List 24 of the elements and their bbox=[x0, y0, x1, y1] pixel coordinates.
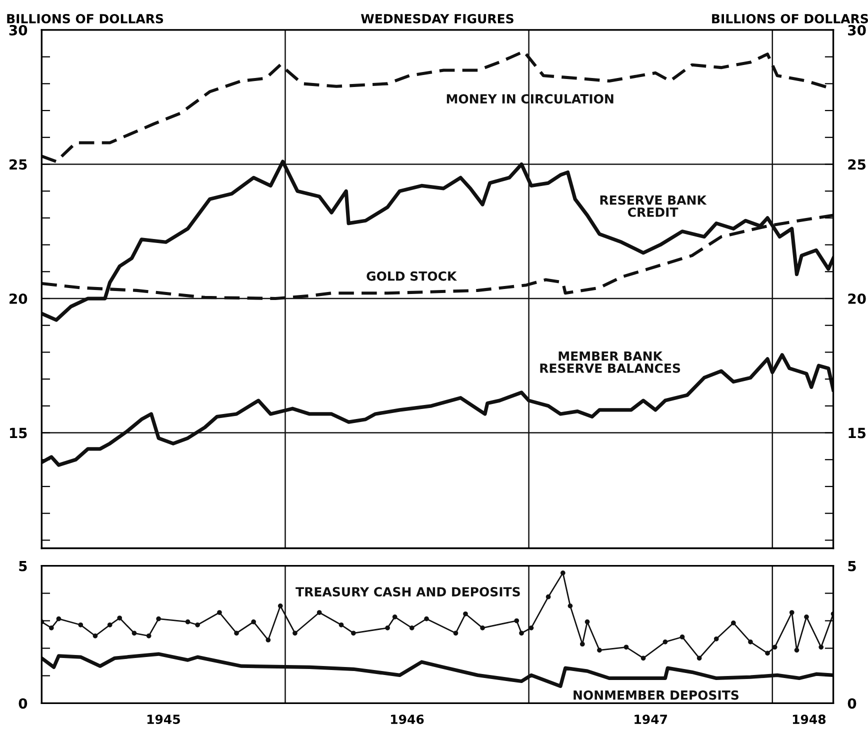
y2-tick-label: 25 bbox=[848, 159, 866, 170]
y2-tick-label: 15 bbox=[848, 428, 866, 438]
x-tick-label: 1946 bbox=[391, 714, 424, 724]
y-tick-label: 15 bbox=[10, 428, 27, 438]
y2-axis-title: BILLIONS OF DOLLARS bbox=[712, 14, 868, 24]
y-tick-label: 0 bbox=[18, 698, 28, 709]
y2-tick-label: 5 bbox=[848, 560, 856, 572]
y2-tick-label: 30 bbox=[848, 24, 866, 36]
y-axis-title: BILLIONS OF DOLLARS bbox=[7, 14, 164, 24]
series-label: TREASURY CASH AND DEPOSITS bbox=[296, 587, 520, 596]
series-label: NONMEMBER DEPOSITS bbox=[574, 690, 738, 700]
x-tick-label: 1947 bbox=[634, 714, 667, 724]
x-tick-label: 1948 bbox=[792, 714, 826, 724]
series-label: MEMBER BANK RESERVE BALANCES bbox=[540, 352, 680, 373]
series-label: GOLD STOCK bbox=[366, 271, 458, 281]
y2-tick-label: 0 bbox=[848, 698, 856, 709]
chart-title: WEDNESDAY FIGURES bbox=[360, 14, 514, 24]
x-tick-label: 1945 bbox=[147, 714, 180, 724]
series-label: RESERVE BANK CREDIT bbox=[600, 195, 707, 217]
y2-tick-label: 20 bbox=[848, 293, 866, 304]
y-tick-label: 5 bbox=[19, 560, 27, 572]
y-tick-label: 25 bbox=[10, 159, 27, 170]
y-tick-label: 30 bbox=[9, 24, 28, 36]
y-tick-label: 20 bbox=[10, 293, 28, 304]
